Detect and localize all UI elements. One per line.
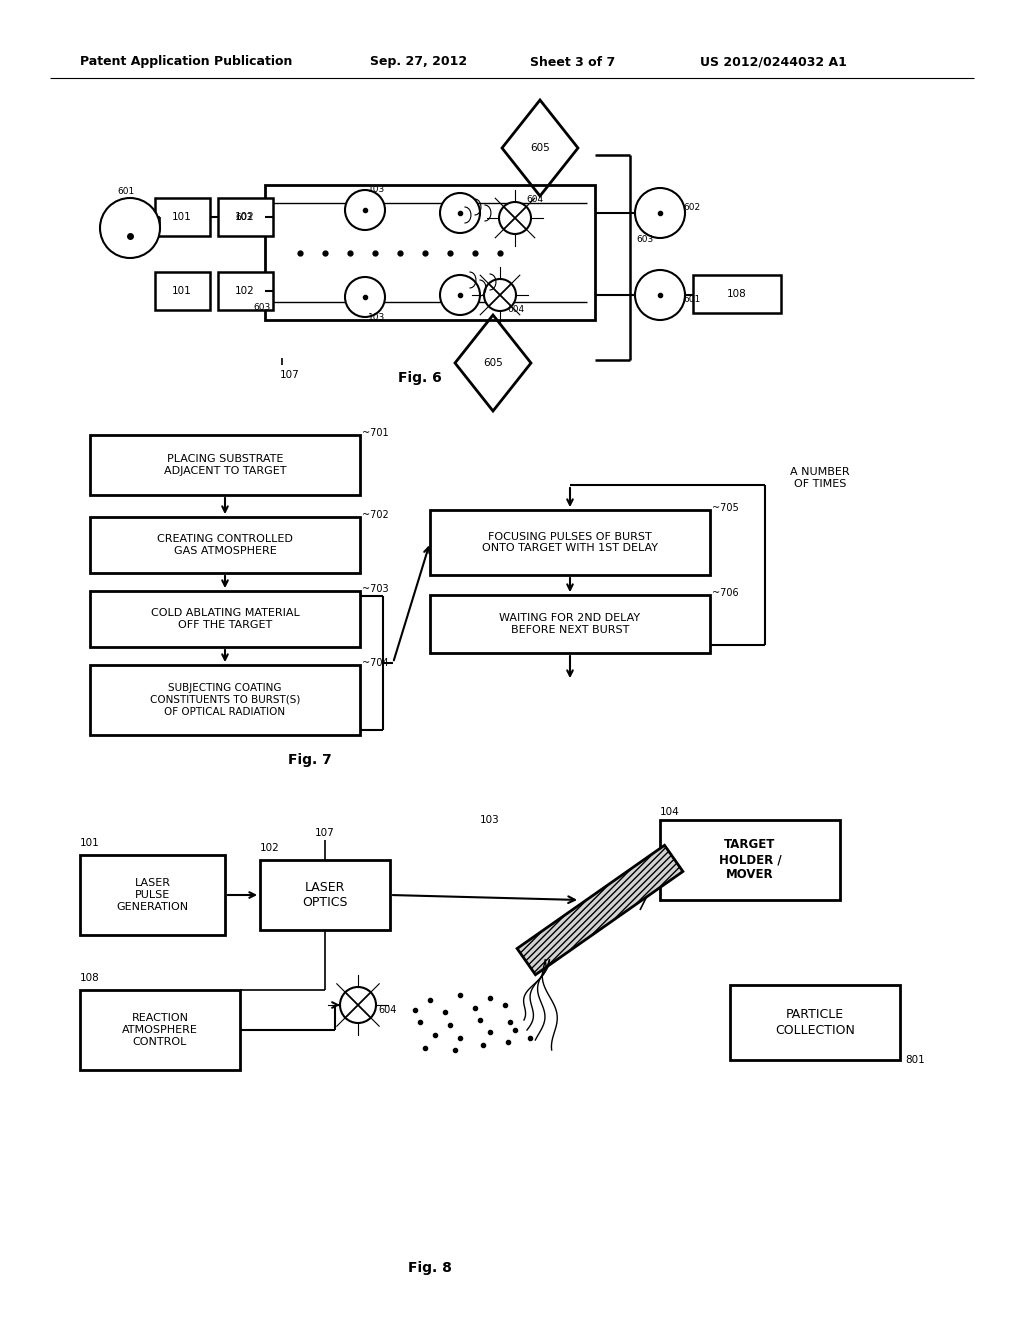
Circle shape — [100, 198, 160, 257]
Text: 601: 601 — [683, 296, 700, 305]
Text: 801: 801 — [905, 1055, 925, 1065]
Bar — [430, 510, 710, 576]
Bar — [90, 665, 360, 735]
Bar — [90, 436, 360, 495]
Circle shape — [635, 187, 685, 238]
Text: US 2012/0244032 A1: US 2012/0244032 A1 — [700, 55, 847, 69]
Text: ~701: ~701 — [362, 428, 389, 438]
Text: Patent Application Publication: Patent Application Publication — [80, 55, 293, 69]
Text: WAITING FOR 2ND DELAY
BEFORE NEXT BURST: WAITING FOR 2ND DELAY BEFORE NEXT BURST — [500, 614, 641, 635]
Text: ~705: ~705 — [712, 503, 738, 513]
Bar — [730, 985, 900, 1060]
Text: 601: 601 — [118, 187, 134, 197]
Text: 103: 103 — [369, 186, 386, 194]
Text: 605: 605 — [483, 358, 503, 368]
Text: 103: 103 — [480, 814, 500, 825]
Text: 604: 604 — [526, 195, 544, 205]
Text: ~704: ~704 — [362, 657, 389, 668]
Text: 102: 102 — [236, 213, 255, 222]
Bar — [265, 185, 595, 319]
Text: SUBJECTING COATING
CONSTITUENTS TO BURST(S)
OF OPTICAL RADIATION: SUBJECTING COATING CONSTITUENTS TO BURST… — [150, 684, 300, 717]
Bar — [90, 517, 360, 573]
Text: 603: 603 — [253, 302, 270, 312]
Text: LASER
OPTICS: LASER OPTICS — [302, 880, 348, 909]
Circle shape — [340, 987, 376, 1023]
Bar — [218, 272, 273, 310]
Polygon shape — [517, 845, 683, 974]
Circle shape — [345, 190, 385, 230]
Text: 602: 602 — [683, 203, 700, 213]
Text: 603: 603 — [236, 214, 253, 223]
Text: 102: 102 — [236, 286, 255, 296]
Circle shape — [635, 271, 685, 319]
Text: 108: 108 — [80, 973, 99, 983]
Bar — [155, 272, 210, 310]
Text: ~702: ~702 — [362, 510, 389, 520]
Text: 102: 102 — [260, 843, 280, 853]
Text: 604: 604 — [379, 1005, 397, 1015]
Bar — [693, 275, 781, 313]
Text: ~706: ~706 — [712, 587, 738, 598]
Text: 605: 605 — [530, 143, 550, 153]
Text: FOCUSING PULSES OF BURST
ONTO TARGET WITH 1ST DELAY: FOCUSING PULSES OF BURST ONTO TARGET WIT… — [482, 532, 658, 553]
Bar — [80, 855, 225, 935]
Text: Fig. 7: Fig. 7 — [288, 752, 332, 767]
Circle shape — [345, 277, 385, 317]
Text: 101: 101 — [172, 286, 191, 296]
Bar — [660, 820, 840, 900]
Text: LASER
PULSE
GENERATION: LASER PULSE GENERATION — [117, 878, 188, 912]
Text: CREATING CONTROLLED
GAS ATMOSPHERE: CREATING CONTROLLED GAS ATMOSPHERE — [157, 535, 293, 556]
Text: 108: 108 — [727, 289, 746, 300]
Bar — [218, 198, 273, 236]
Bar — [430, 595, 710, 653]
Text: 107: 107 — [281, 370, 300, 380]
Text: Fig. 8: Fig. 8 — [408, 1261, 452, 1275]
Text: 603: 603 — [636, 235, 653, 244]
Text: TARGET
HOLDER /
MOVER: TARGET HOLDER / MOVER — [719, 838, 781, 882]
Text: Sep. 27, 2012: Sep. 27, 2012 — [370, 55, 467, 69]
Circle shape — [499, 202, 531, 234]
Text: Sheet 3 of 7: Sheet 3 of 7 — [530, 55, 615, 69]
Circle shape — [440, 193, 480, 234]
Bar — [80, 990, 240, 1071]
Text: A NUMBER
OF TIMES: A NUMBER OF TIMES — [791, 467, 850, 488]
Text: 101: 101 — [172, 213, 191, 222]
Text: 107: 107 — [315, 828, 335, 838]
Text: 604: 604 — [508, 305, 524, 314]
Text: ~703: ~703 — [362, 583, 389, 594]
Text: PARTICLE
COLLECTION: PARTICLE COLLECTION — [775, 1008, 855, 1036]
Circle shape — [484, 279, 516, 312]
Text: Fig. 6: Fig. 6 — [398, 371, 442, 385]
Bar — [260, 861, 390, 931]
Text: PLACING SUBSTRATE
ADJACENT TO TARGET: PLACING SUBSTRATE ADJACENT TO TARGET — [164, 454, 287, 475]
Text: 101: 101 — [80, 838, 99, 847]
Text: COLD ABLATING MATERIAL
OFF THE TARGET: COLD ABLATING MATERIAL OFF THE TARGET — [151, 609, 299, 630]
Bar — [155, 198, 210, 236]
Text: 103: 103 — [369, 313, 386, 322]
Text: 104: 104 — [660, 807, 680, 817]
Text: REACTION
ATMOSPHERE
CONTROL: REACTION ATMOSPHERE CONTROL — [122, 1014, 198, 1047]
Circle shape — [440, 275, 480, 315]
Bar — [90, 591, 360, 647]
